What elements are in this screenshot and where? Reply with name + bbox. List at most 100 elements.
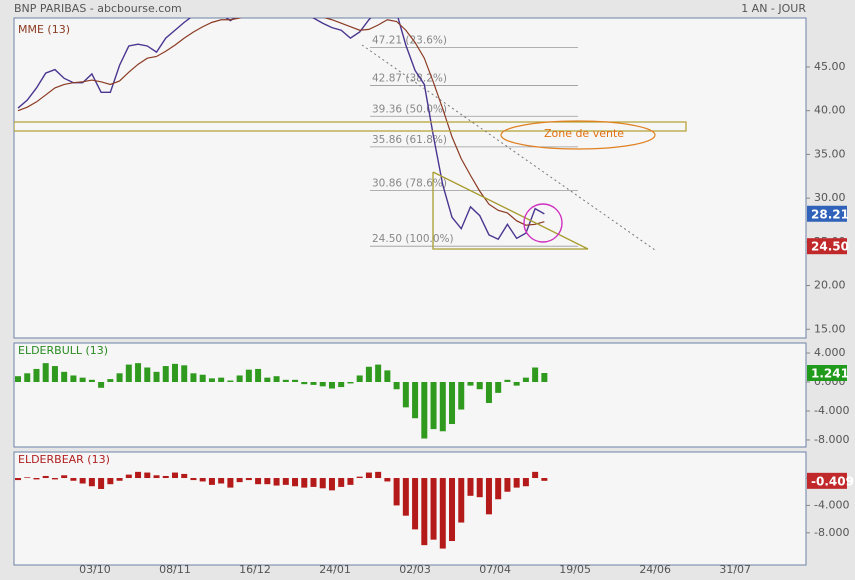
y-tick-label: 45.00	[814, 60, 846, 73]
histogram-bar	[541, 478, 548, 481]
histogram-bar	[88, 478, 95, 487]
histogram-bar	[208, 478, 215, 485]
histogram-bar	[24, 373, 31, 382]
value-tag	[807, 238, 847, 255]
histogram-bar	[467, 478, 474, 496]
elderbear-panel	[13, 451, 807, 566]
histogram-bar	[98, 478, 105, 489]
histogram-bar	[116, 373, 123, 382]
histogram-bar	[245, 478, 252, 481]
histogram-bar	[42, 363, 49, 382]
histogram-bar	[42, 475, 49, 479]
histogram-bar	[449, 381, 456, 425]
histogram-bar	[467, 381, 474, 386]
elderbull-panel	[13, 342, 807, 448]
histogram-bar	[190, 373, 197, 382]
histogram-bar	[458, 381, 465, 410]
header-title: BNP PARIBAS - abcbourse.com	[14, 2, 182, 15]
histogram-bar	[421, 478, 428, 546]
histogram-bar	[384, 478, 391, 482]
elderbear-layer	[15, 471, 548, 549]
fib-label: 35.86 (61.8%)	[372, 134, 447, 146]
histogram-bar	[199, 478, 206, 482]
histogram-bar	[365, 366, 372, 382]
histogram-bar	[33, 478, 40, 480]
histogram-bar	[51, 478, 58, 480]
histogram-bar	[227, 478, 234, 488]
value-tag	[807, 472, 847, 489]
histogram-bar	[181, 473, 188, 479]
histogram-bar	[144, 472, 151, 479]
histogram-bar	[236, 478, 243, 483]
x-tick-label: 24/06	[639, 563, 671, 576]
y-tick-label: 4.000	[814, 346, 846, 359]
histogram-bar	[282, 478, 289, 485]
x-tick-label: 02/03	[399, 563, 431, 576]
value-tag-label: -0.409	[811, 474, 854, 488]
histogram-bar	[264, 478, 271, 485]
histogram-bar	[301, 381, 308, 385]
histogram-bar	[162, 475, 169, 479]
fib-label: 39.36 (50.0%)	[372, 103, 447, 115]
histogram-bar	[162, 366, 169, 382]
histogram-bar	[33, 368, 40, 382]
histogram-bar	[485, 478, 492, 515]
histogram-bar	[393, 478, 400, 506]
histogram-bar	[70, 375, 77, 382]
y-tick-label: -4.000	[814, 498, 849, 511]
value-tag-label: 28.21	[811, 207, 849, 221]
histogram-bar	[116, 478, 123, 481]
annotation: Zone de vente	[544, 127, 624, 140]
panel-title: ELDERBEAR (13)	[18, 453, 110, 466]
histogram-bar	[375, 471, 382, 479]
histogram-bar	[347, 478, 354, 485]
histogram-bar	[79, 478, 86, 484]
histogram-bar	[107, 478, 114, 485]
histogram-bar	[153, 371, 160, 382]
histogram-bar	[292, 379, 299, 382]
histogram-bar	[532, 471, 539, 479]
histogram-bar	[476, 381, 483, 390]
histogram-bar	[107, 379, 114, 382]
histogram-bar	[301, 478, 308, 488]
header-period: 1 AN - JOUR	[741, 2, 806, 15]
histogram-bar	[190, 478, 197, 481]
fib-label: 42.87 (38.2%)	[372, 73, 447, 85]
histogram-bar	[458, 478, 465, 523]
histogram-bar	[79, 377, 86, 382]
histogram-bar	[199, 374, 206, 382]
histogram-bar	[273, 376, 280, 382]
histogram-bar	[513, 478, 520, 488]
x-tick-label: 03/10	[79, 563, 111, 576]
histogram-bar	[412, 381, 419, 419]
x-tick-label: 31/07	[719, 563, 751, 576]
histogram-bar	[218, 377, 225, 382]
y-tick-label: 35.00	[814, 147, 846, 160]
price-layer: 47.21 (23.6%) 42.87 (38.2%) 39.36 (50.0%) 3…	[17, 18, 578, 247]
histogram-bar	[255, 368, 262, 382]
drawings	[14, 44, 687, 251]
histogram-bar	[98, 381, 105, 388]
histogram-bar	[522, 478, 529, 487]
histogram-bar	[393, 381, 400, 390]
histogram-bar	[171, 363, 178, 382]
histogram-bar	[522, 377, 529, 382]
histogram-bar	[449, 478, 456, 542]
histogram-bar	[356, 375, 363, 382]
histogram-bar	[439, 381, 446, 432]
histogram-bar	[15, 376, 22, 382]
histogram-bar	[513, 381, 520, 386]
value-tag	[807, 205, 847, 222]
histogram-bar	[328, 478, 335, 491]
histogram-bar	[319, 478, 326, 489]
value-tag-label: 24.50	[811, 240, 849, 254]
fib-label: 47.21 (23.6%)	[372, 35, 447, 47]
histogram-bar	[328, 381, 335, 389]
histogram-bar	[485, 381, 492, 404]
histogram-bar	[347, 381, 354, 384]
histogram-bar	[292, 478, 299, 487]
elderbull-layer	[15, 363, 548, 439]
histogram-bar	[181, 365, 188, 382]
histogram-bar	[338, 478, 345, 487]
